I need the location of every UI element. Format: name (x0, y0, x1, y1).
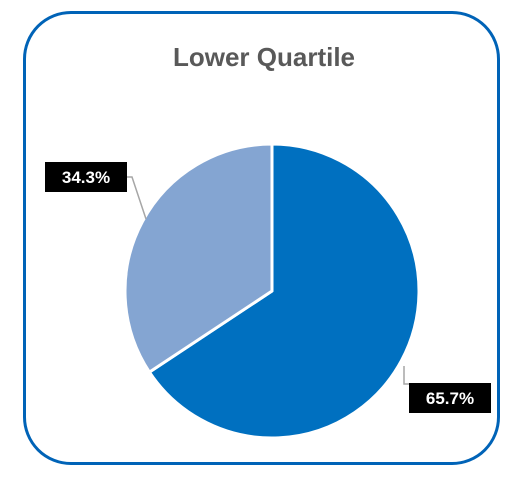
chart-title: Lower Quartile (172, 42, 356, 72)
pie-slice-2 (123, 142, 274, 374)
leader-lines (127, 176, 409, 385)
data-label-box-1 (409, 383, 491, 413)
leader-line-1 (403, 366, 409, 385)
pie-slice-1 (147, 142, 421, 440)
leader-line-2 (127, 176, 147, 220)
data-label-1: 65.7% (426, 389, 474, 408)
data-label-box-2 (45, 162, 127, 192)
pie-slices (123, 142, 421, 440)
data-label-2: 34.3% (62, 168, 110, 187)
data-labels: 65.7% 34.3% (45, 162, 491, 413)
